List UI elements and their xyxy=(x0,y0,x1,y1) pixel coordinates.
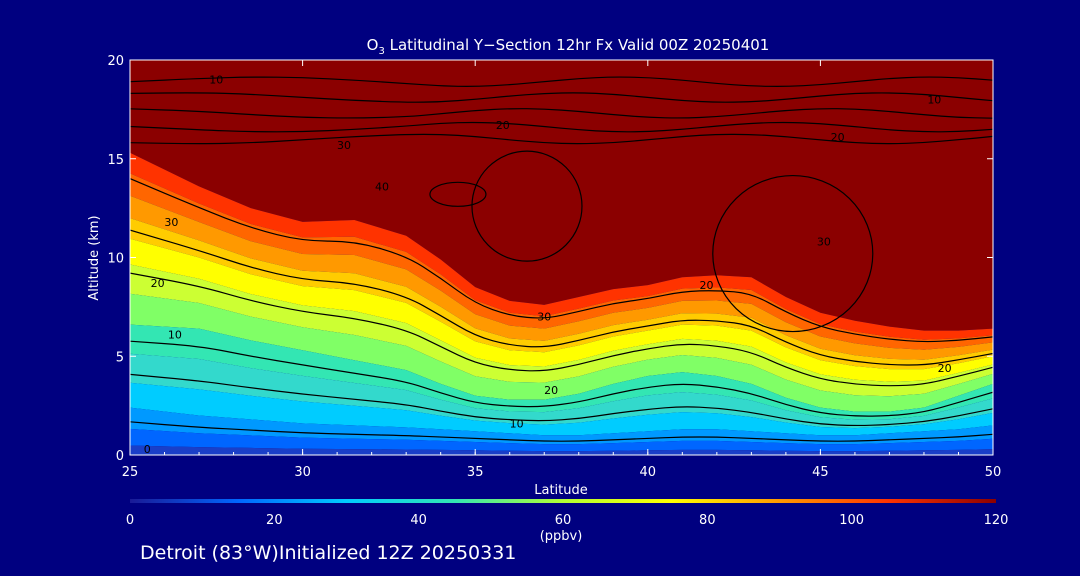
contour-label: 40 xyxy=(375,180,389,193)
ozone-band xyxy=(130,428,993,452)
y-tick-label: 5 xyxy=(116,350,124,365)
contour-label: 20 xyxy=(496,119,510,132)
contour-label: 0 xyxy=(144,443,151,456)
colorbar-tick-label: 120 xyxy=(984,513,1009,528)
contour-line xyxy=(130,340,993,417)
y-tick-label: 15 xyxy=(107,153,124,168)
contour-loop xyxy=(429,181,487,207)
contour-label: 10 xyxy=(168,328,182,341)
contour-line xyxy=(130,421,993,442)
ozone-band xyxy=(130,152,993,340)
ozone-band xyxy=(130,382,993,436)
contour-line xyxy=(130,133,993,145)
contour-line xyxy=(130,92,993,103)
contour-line xyxy=(130,373,993,427)
contour-line xyxy=(130,229,993,366)
contour-label: 10 xyxy=(927,93,941,106)
y-tick-label: 0 xyxy=(116,449,124,464)
contour-label: 10 xyxy=(209,74,223,87)
contour-lines: 10 20 30 40 10 20 30 20 10 30 20 10 20 30 20 0 xyxy=(130,74,993,456)
x-tick-label: 25 xyxy=(122,465,139,480)
ozone-band xyxy=(130,445,993,455)
x-tick-label: 50 xyxy=(985,465,1002,480)
ozone-band xyxy=(130,407,993,445)
x-tick-label: 30 xyxy=(294,465,311,480)
colorbar-tick-label: 80 xyxy=(699,513,716,528)
y-axis-label: Altitude (km) xyxy=(87,215,102,300)
y-tick-label: 10 xyxy=(107,252,124,267)
contour-loop xyxy=(471,150,583,262)
ozone-band xyxy=(130,353,993,429)
footer-label: Detroit (83°W)Initialized 12Z 20250331 xyxy=(140,542,517,564)
contour-label: 20 xyxy=(831,131,845,144)
colorbar-ticks: 0 20 40 60 80 100 120 xyxy=(126,513,1009,528)
colorbar-tick-label: 40 xyxy=(410,513,427,528)
ozone-band xyxy=(130,238,993,382)
y-tick-label: 20 xyxy=(107,54,124,69)
contour-label: 30 xyxy=(337,139,351,152)
ozone-band xyxy=(130,173,993,350)
contour-line xyxy=(130,108,993,119)
contour-loop xyxy=(712,174,874,333)
contour-label: 30 xyxy=(817,236,831,249)
colorbar-unit: (ppbv) xyxy=(540,529,583,544)
contour-label: 10 xyxy=(510,417,524,430)
contour-line xyxy=(130,178,993,343)
stratosphere-band xyxy=(130,60,993,331)
ozone-band xyxy=(130,293,993,412)
contour-line xyxy=(130,76,993,87)
axes: 25 30 35 40 45 50 0 5 10 15 20 xyxy=(107,54,1001,480)
contour-label: 20 xyxy=(151,277,165,290)
contour-line xyxy=(130,121,993,133)
contour-label: 20 xyxy=(544,384,558,397)
colorbar-tick-label: 0 xyxy=(126,513,134,528)
contour-label: 20 xyxy=(938,362,952,375)
ozone-band xyxy=(130,195,993,360)
x-axis-label: Latitude xyxy=(534,483,588,498)
ozone-band xyxy=(130,324,993,420)
contour-label: 30 xyxy=(537,311,551,324)
contour-label: 30 xyxy=(164,216,178,229)
contour-line xyxy=(130,272,993,387)
chart-title: O3 Latitudinal Y−Section 12hr Fx Valid 0… xyxy=(367,36,770,57)
colorbar-tick-label: 20 xyxy=(266,513,283,528)
colorbar xyxy=(130,499,996,503)
x-tick-label: 45 xyxy=(812,465,829,480)
x-tick-label: 40 xyxy=(640,465,657,480)
contour-label: 20 xyxy=(699,279,713,292)
colorbar-tick-label: 60 xyxy=(555,513,572,528)
colorbar-tick-label: 100 xyxy=(839,513,864,528)
ozone-band xyxy=(130,218,993,370)
x-tick-label: 35 xyxy=(467,465,484,480)
plot-area xyxy=(130,60,993,455)
